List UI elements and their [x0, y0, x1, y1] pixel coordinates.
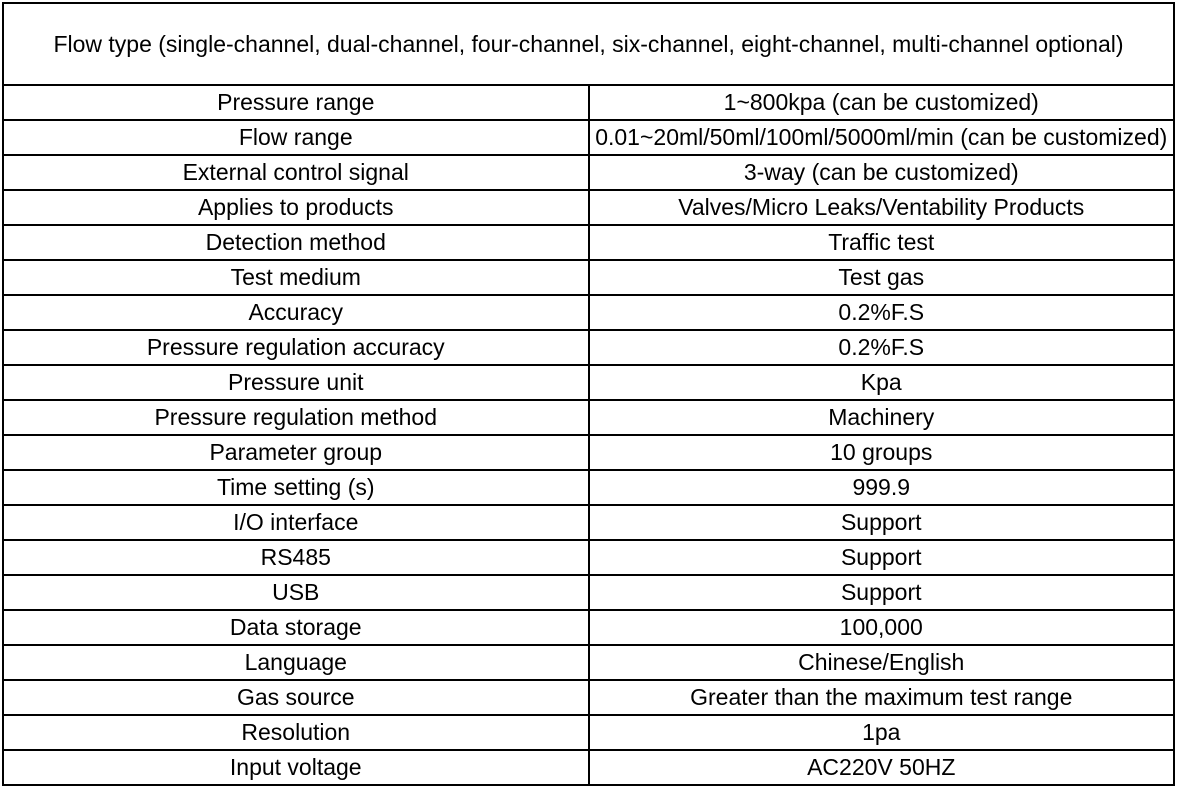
spec-label-cell: RS485: [2, 539, 590, 576]
spec-label-cell: USB: [2, 574, 590, 611]
spec-value-cell: 0.2%F.S: [587, 329, 1175, 366]
spec-value-cell: Machinery: [587, 399, 1175, 436]
spec-label-cell: Pressure unit: [2, 364, 590, 401]
table-row: Pressure regulation method Machinery: [2, 399, 1175, 436]
spec-value-cell: Kpa: [587, 364, 1175, 401]
spec-value-cell: Chinese/English: [587, 644, 1175, 681]
spec-label-cell: Test medium: [2, 259, 590, 296]
table-row: Pressure range 1~800kpa (can be customize…: [2, 84, 1175, 121]
spec-label-cell: External control signal: [2, 154, 590, 191]
table-header-row: Flow type (single-channel, dual-channel,…: [2, 2, 1175, 86]
table-row: USB Support: [2, 574, 1175, 611]
table-row: RS485 Support: [2, 539, 1175, 576]
table-row: Gas source Greater than the maximum test …: [2, 679, 1175, 716]
table-row: Applies to products Valves/Micro Leaks/Ve…: [2, 189, 1175, 226]
spec-value-cell: 0.01~20ml/50ml/100ml/5000ml/min (can be …: [587, 119, 1175, 156]
spec-value-cell: Traffic test: [587, 224, 1175, 261]
table-row: Detection method Traffic test: [2, 224, 1175, 261]
spec-value-cell: Test gas: [587, 259, 1175, 296]
table-row: Test medium Test gas: [2, 259, 1175, 296]
spec-label-cell: Pressure regulation method: [2, 399, 590, 436]
flow-type-header-cell: Flow type (single-channel, dual-channel,…: [2, 2, 1175, 86]
spec-label-cell: Pressure range: [2, 84, 590, 121]
spec-label-cell: Language: [2, 644, 590, 681]
spec-value-cell: 0.2%F.S: [587, 294, 1175, 331]
spec-label-cell: Parameter group: [2, 434, 590, 471]
spec-label-cell: Detection method: [2, 224, 590, 261]
spec-label-cell: Applies to products: [2, 189, 590, 226]
spec-label-cell: Gas source: [2, 679, 590, 716]
spec-value-cell: 100,000: [587, 609, 1175, 646]
spec-table-body: Pressure range 1~800kpa (can be customize…: [2, 84, 1175, 786]
spec-value-cell: Support: [587, 574, 1175, 611]
table-row: Language Chinese/English: [2, 644, 1175, 681]
table-row: Pressure unit Kpa: [2, 364, 1175, 401]
table-row: Data storage 100,000: [2, 609, 1175, 646]
spec-value-cell: 1~800kpa (can be customized): [587, 84, 1175, 121]
table-row: Parameter group 10 groups: [2, 434, 1175, 471]
spec-value-cell: 1pa: [587, 714, 1175, 751]
table-row: Resolution 1pa: [2, 714, 1175, 751]
spec-value-cell: 3-way (can be customized): [587, 154, 1175, 191]
table-row: Time setting (s) 999.9: [2, 469, 1175, 506]
table-row: Flow range 0.01~20ml/50ml/100ml/5000ml/mi…: [2, 119, 1175, 156]
spec-label-cell: Time setting (s): [2, 469, 590, 506]
spec-label-cell: Input voltage: [2, 749, 590, 786]
spec-label-cell: I/O interface: [2, 504, 590, 541]
spec-label-cell: Resolution: [2, 714, 590, 751]
table-row: Input voltage AC220V 50HZ: [2, 749, 1175, 786]
spec-value-cell: 999.9: [587, 469, 1175, 506]
spec-value-cell: 10 groups: [587, 434, 1175, 471]
spec-label-cell: Data storage: [2, 609, 590, 646]
spec-label-cell: Accuracy: [2, 294, 590, 331]
table-row: Accuracy 0.2%F.S: [2, 294, 1175, 331]
table-row: External control signal 3-way (can be cus…: [2, 154, 1175, 191]
spec-value-cell: Support: [587, 504, 1175, 541]
table-row: I/O interface Support: [2, 504, 1175, 541]
spec-value-cell: Support: [587, 539, 1175, 576]
spec-label-cell: Flow range: [2, 119, 590, 156]
spec-label-cell: Pressure regulation accuracy: [2, 329, 590, 366]
spec-value-cell: Greater than the maximum test range: [587, 679, 1175, 716]
spec-value-cell: Valves/Micro Leaks/Ventability Products: [587, 189, 1175, 226]
spec-value-cell: AC220V 50HZ: [587, 749, 1175, 786]
table-row: Pressure regulation accuracy 0.2%F.S: [2, 329, 1175, 366]
